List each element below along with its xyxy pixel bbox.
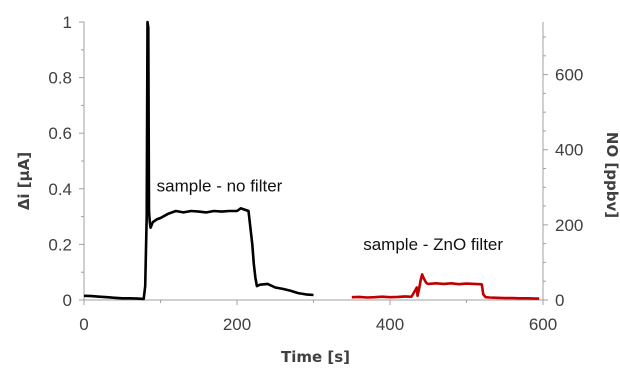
y2-tick-label: 0 — [555, 291, 564, 310]
y-tick-label: 0.4 — [48, 180, 72, 199]
y-tick-label: 0.6 — [48, 124, 72, 143]
series-line-1 — [83, 20, 314, 301]
x-tick-label: 600 — [529, 315, 557, 334]
labels: 0 0.2 0.4 0.6 0.8 1 0 200 400 600 0 200 400 600 Time [… — [15, 13, 620, 366]
y-tick-label: 1 — [63, 13, 72, 32]
annotation: sample - ZnO filter — [363, 235, 503, 254]
y2-tick-label: 600 — [555, 66, 583, 85]
annotation: sample - no filter — [157, 177, 283, 196]
y-tick-label: 0 — [63, 291, 72, 310]
x-tick-label: 0 — [79, 315, 88, 334]
y2-tick-label: 200 — [555, 216, 583, 235]
y2-tick-label: 400 — [555, 141, 583, 160]
y-axis-title: Δi [µA] — [15, 152, 33, 210]
x-axis-title: Time [s] — [281, 348, 350, 366]
x-tick-label: 200 — [223, 315, 251, 334]
x-tick-label: 400 — [376, 315, 404, 334]
series-line-2 — [351, 273, 540, 300]
y-tick-label: 0.8 — [48, 69, 72, 88]
series-layer — [83, 20, 540, 301]
y2-axis-title: NO [ppbv] — [603, 132, 620, 218]
y-tick-label: 0.2 — [48, 235, 72, 254]
axes — [79, 21, 548, 305]
